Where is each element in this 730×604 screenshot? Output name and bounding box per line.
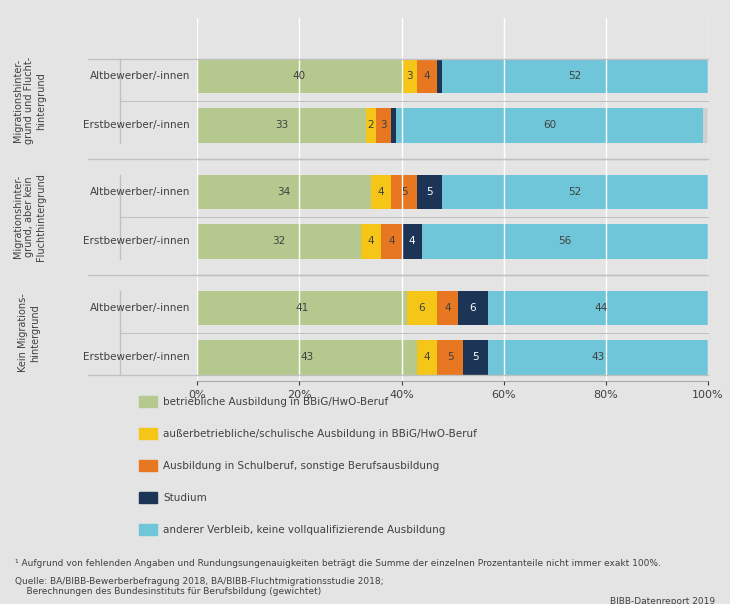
Bar <box>366 108 376 143</box>
Bar <box>422 224 708 259</box>
Bar <box>197 108 366 143</box>
Bar <box>197 224 361 259</box>
Text: 5: 5 <box>447 352 453 362</box>
Bar <box>361 224 381 259</box>
Text: 52: 52 <box>569 71 582 81</box>
Text: 40: 40 <box>293 71 306 81</box>
Bar <box>417 175 442 210</box>
Bar <box>197 59 708 94</box>
Text: Berechnungen des Bundesinstituts für Berufsbildung (gewichtet): Berechnungen des Bundesinstituts für Ber… <box>15 587 321 596</box>
Bar <box>458 291 488 326</box>
Text: 2: 2 <box>367 120 374 130</box>
Bar <box>197 175 708 210</box>
Text: 44: 44 <box>594 303 607 313</box>
Text: 3: 3 <box>380 120 387 130</box>
Bar <box>197 340 708 374</box>
Text: 43: 43 <box>300 352 314 362</box>
Text: 6: 6 <box>418 303 426 313</box>
Bar <box>391 175 417 210</box>
Bar <box>417 59 437 94</box>
Text: 4: 4 <box>377 187 385 197</box>
Text: 4: 4 <box>388 236 395 246</box>
Bar <box>463 340 488 374</box>
Bar <box>488 340 708 374</box>
Text: Ausbildung in Schulberuf, sonstige Berufsausbildung: Ausbildung in Schulberuf, sonstige Beruf… <box>163 461 439 471</box>
Text: 5: 5 <box>401 187 407 197</box>
Bar <box>437 59 442 94</box>
Text: 4: 4 <box>444 303 451 313</box>
Bar <box>402 59 417 94</box>
Bar <box>402 224 422 259</box>
Text: 34: 34 <box>277 187 291 197</box>
Text: Studium: Studium <box>163 493 207 503</box>
Bar <box>197 108 708 143</box>
Text: Erstbewerber/-innen: Erstbewerber/-innen <box>83 120 190 130</box>
Text: Kein Migrations-
hintergrund: Kein Migrations- hintergrund <box>18 294 40 372</box>
Bar <box>396 108 703 143</box>
Text: Migrationshinter-
grund, aber kein
Fluchthintergrund: Migrationshinter- grund, aber kein Fluch… <box>12 173 46 261</box>
Bar <box>417 340 437 374</box>
Text: anderer Verbleib, keine vollqualifizierende Ausbildung: anderer Verbleib, keine vollqualifiziere… <box>163 525 445 535</box>
Bar <box>197 291 708 326</box>
Text: 4: 4 <box>408 236 415 246</box>
Text: Altbewerber/-innen: Altbewerber/-innen <box>90 71 190 81</box>
Text: Altbewerber/-innen: Altbewerber/-innen <box>90 303 190 313</box>
Text: Migrationshinter-
grund und Flucht-
hintergrund: Migrationshinter- grund und Flucht- hint… <box>12 57 46 144</box>
Text: 6: 6 <box>469 303 477 313</box>
Text: BIBB-Datenreport 2019: BIBB-Datenreport 2019 <box>610 597 715 604</box>
Text: 32: 32 <box>272 236 285 246</box>
Text: betriebliche Ausbildung in BBiG/HwO-Beruf: betriebliche Ausbildung in BBiG/HwO-Beru… <box>163 397 388 406</box>
Bar <box>407 291 437 326</box>
Text: 56: 56 <box>558 236 572 246</box>
Text: 60: 60 <box>543 120 556 130</box>
Bar <box>197 59 402 94</box>
Text: Erstbewerber/-innen: Erstbewerber/-innen <box>83 352 190 362</box>
Text: 4: 4 <box>367 236 374 246</box>
Bar <box>197 224 708 259</box>
Text: Altbewerber/-innen: Altbewerber/-innen <box>90 187 190 197</box>
Text: ¹ Aufgrund von fehlenden Angaben und Rundungsungenauigkeiten beträgt die Summe d: ¹ Aufgrund von fehlenden Angaben und Run… <box>15 559 661 568</box>
Bar <box>371 175 391 210</box>
Bar <box>197 340 417 374</box>
Bar <box>381 224 402 259</box>
Text: Erstbewerber/-innen: Erstbewerber/-innen <box>83 236 190 246</box>
Text: 4: 4 <box>423 352 431 362</box>
Bar <box>437 291 458 326</box>
Bar <box>442 175 708 210</box>
Bar <box>442 59 708 94</box>
Bar <box>488 291 713 326</box>
Text: 3: 3 <box>406 71 412 81</box>
Text: 5: 5 <box>472 352 479 362</box>
Text: 52: 52 <box>569 187 582 197</box>
Text: 5: 5 <box>426 187 433 197</box>
Text: 33: 33 <box>274 120 288 130</box>
Bar <box>197 291 407 326</box>
Text: 4: 4 <box>423 71 431 81</box>
Text: Quelle: BA/BIBB-Bewerberbefragung 2018, BA/BIBB-Fluchtmigrationsstudie 2018;: Quelle: BA/BIBB-Bewerberbefragung 2018, … <box>15 577 383 586</box>
Bar <box>437 340 463 374</box>
Bar <box>376 108 391 143</box>
Text: außerbetriebliche/schulische Ausbildung in BBiG/HwO-Beruf: außerbetriebliche/schulische Ausbildung … <box>163 429 477 439</box>
Bar <box>391 108 396 143</box>
Text: 41: 41 <box>295 303 309 313</box>
Text: 43: 43 <box>591 352 605 362</box>
Bar <box>197 175 371 210</box>
